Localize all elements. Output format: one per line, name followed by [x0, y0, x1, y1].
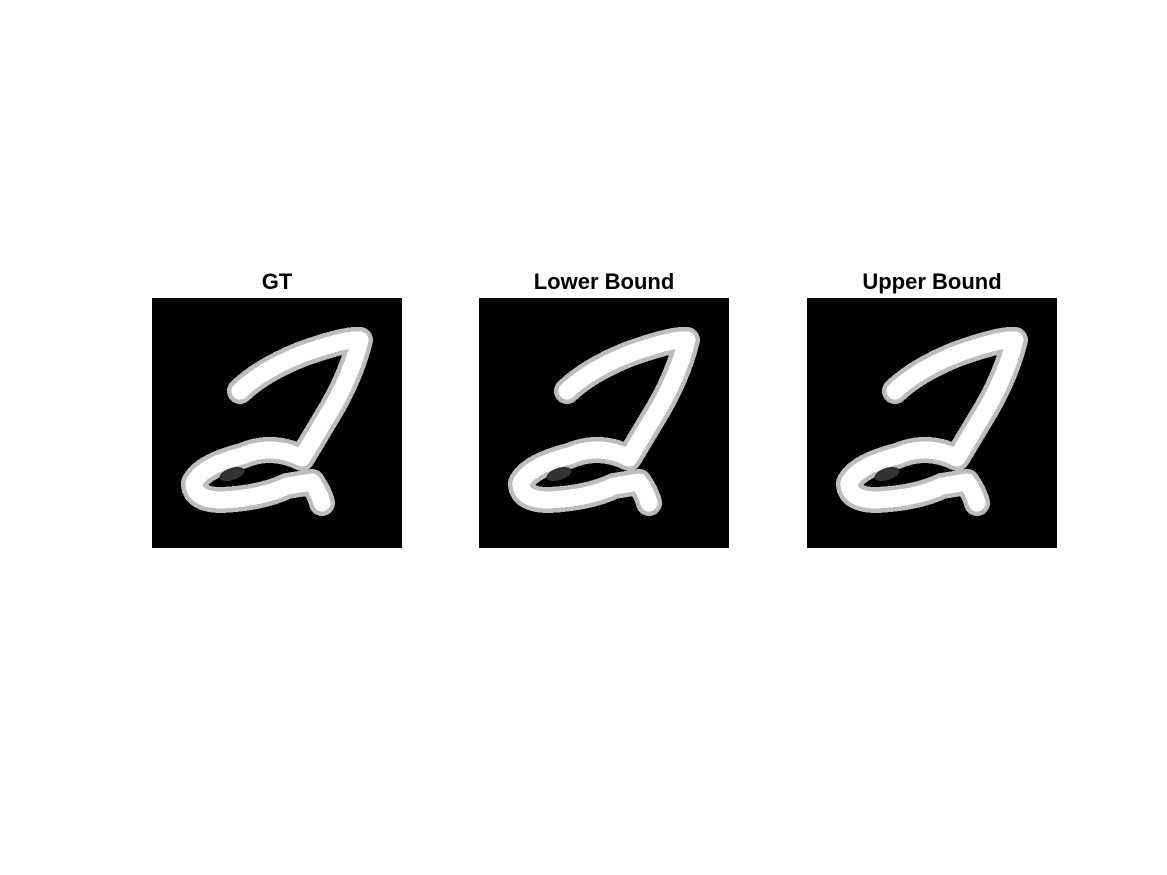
panel-title-lower-bound: Lower Bound [533, 269, 675, 294]
digit-image-upper-bound [807, 298, 1057, 548]
panel-lower-bound: Lower Bound [479, 268, 729, 548]
panel-gt: GT [152, 268, 402, 548]
panel-upper-bound: Upper Bound [807, 268, 1057, 548]
digit-image-gt [152, 298, 402, 548]
panel-title-gt: GT [261, 269, 293, 294]
digit-image-lower-bound [479, 298, 729, 548]
panel-title-upper-bound: Upper Bound [862, 269, 1002, 294]
